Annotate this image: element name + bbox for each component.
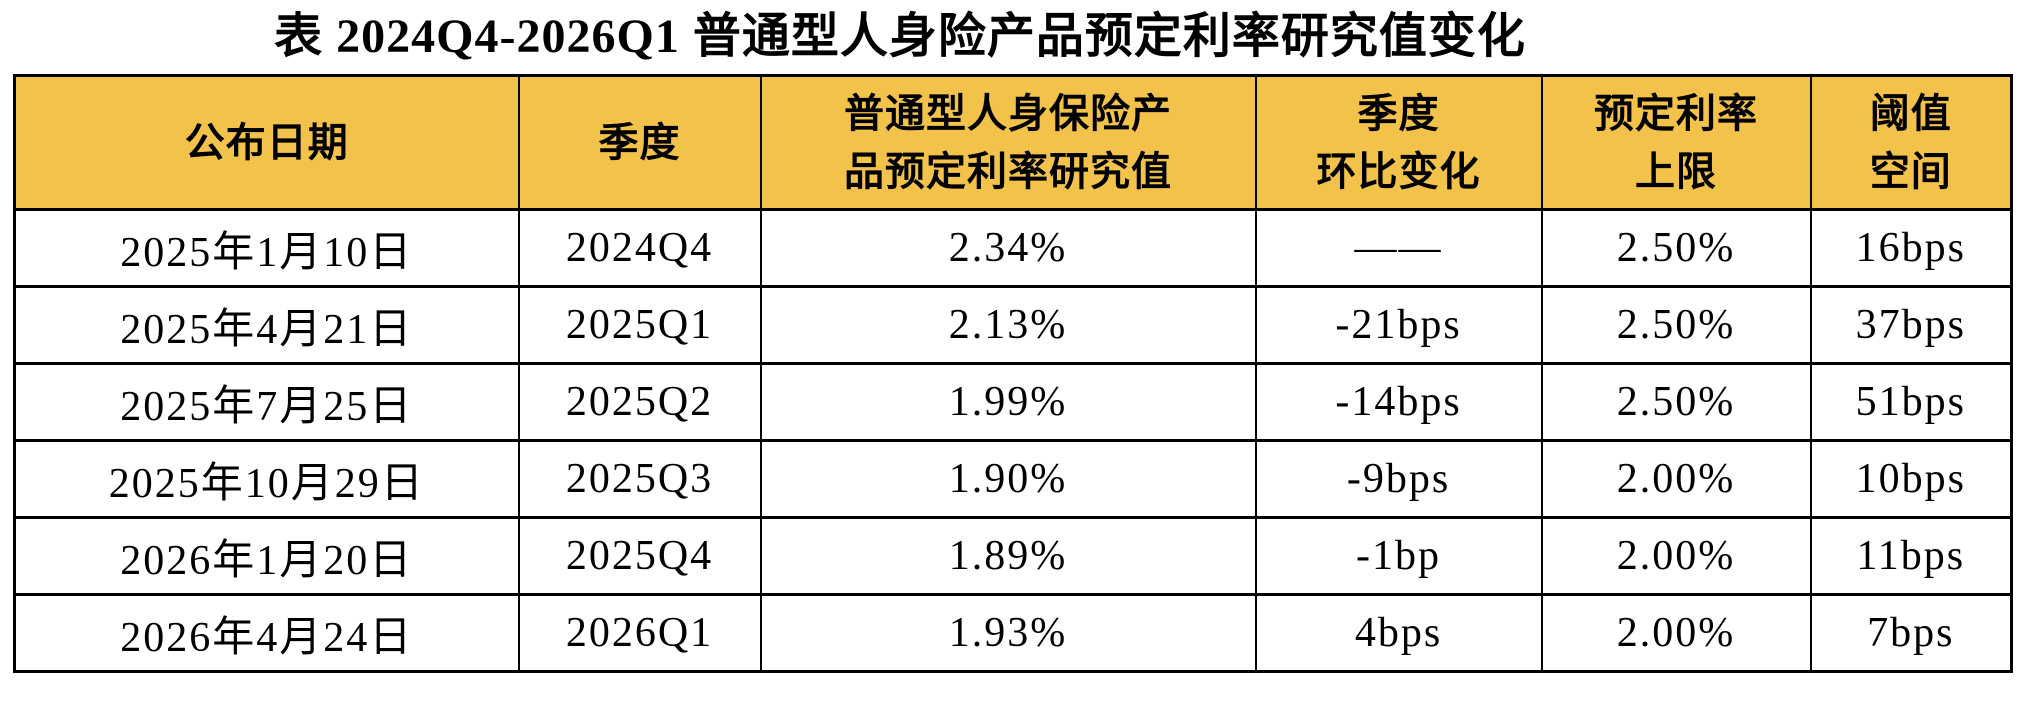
table-row: 2025年4月21日 2025Q1 2.13% -21bps 2.50% 37b… xyxy=(13,285,2013,365)
table-row: 2026年4月24日 2026Q1 1.93% 4bps 2.00% 7bps xyxy=(13,593,2013,673)
cell-research-value: 1.89% xyxy=(759,516,1257,596)
table-row: 2025年7月25日 2025Q2 1.99% -14bps 2.50% 51b… xyxy=(13,362,2013,442)
cell-qoq-change: —— xyxy=(1254,208,1543,288)
col-header-publish-date: 公布日期 xyxy=(13,74,520,211)
cell-publish-date: 2026年4月24日 xyxy=(13,593,520,673)
cell-research-value: 2.34% xyxy=(759,208,1257,288)
cell-threshold-space: 16bps xyxy=(1809,208,2013,288)
cell-rate-cap: 2.50% xyxy=(1540,208,1812,288)
cell-rate-cap: 2.00% xyxy=(1540,439,1812,519)
cell-quarter: 2025Q1 xyxy=(517,285,762,365)
rate-research-table: 公布日期 季度 普通型人身保险产 品预定利率研究值 季度环比变化 预定利率上限 阈… xyxy=(13,74,2013,673)
cell-threshold-space: 7bps xyxy=(1809,593,2013,673)
cell-threshold-space: 51bps xyxy=(1809,362,2013,442)
cell-rate-cap: 2.50% xyxy=(1540,362,1812,442)
cell-quarter: 2025Q3 xyxy=(517,439,762,519)
table-caption: 表 2024Q4-2026Q1 普通型人身险产品预定利率研究值变化 xyxy=(274,10,1526,63)
cell-rate-cap: 2.00% xyxy=(1540,593,1812,673)
cell-publish-date: 2025年10月29日 xyxy=(13,439,520,519)
cell-publish-date: 2025年4月21日 xyxy=(13,285,520,365)
cell-quarter: 2024Q4 xyxy=(517,208,762,288)
cell-research-value: 1.99% xyxy=(759,362,1257,442)
col-header-threshold-space: 阈值 空间 xyxy=(1809,74,2013,211)
cell-publish-date: 2025年7月25日 xyxy=(13,362,520,442)
cell-qoq-change: -21bps xyxy=(1254,285,1543,365)
table-row: 2025年1月10日 2024Q4 2.34% —— 2.50% 16bps xyxy=(13,208,2013,288)
cell-qoq-change: -1bp xyxy=(1254,516,1543,596)
cell-threshold-space: 37bps xyxy=(1809,285,2013,365)
cell-publish-date: 2025年1月10日 xyxy=(13,208,520,288)
table-row: 2026年1月20日 2025Q4 1.89% -1bp 2.00% 11bps xyxy=(13,516,2013,596)
cell-rate-cap: 2.50% xyxy=(1540,285,1812,365)
table-row: 2025年10月29日 2025Q3 1.90% -9bps 2.00% 10b… xyxy=(13,439,2013,519)
col-header-quarter: 季度 xyxy=(517,74,762,211)
header-line: 普通型人身保险产 xyxy=(844,90,1172,136)
col-header-research-value: 普通型人身保险产 品预定利率研究值 xyxy=(759,74,1257,211)
table-header-row: 公布日期 季度 普通型人身保险产 品预定利率研究值 季度环比变化 预定利率上限 阈… xyxy=(13,74,2013,211)
header-line: 上限 xyxy=(1635,148,1717,194)
col-header-rate-cap: 预定利率 上限 xyxy=(1540,74,1812,211)
header-line: 预定利率 xyxy=(1594,90,1758,136)
header-line: 季度 xyxy=(1357,90,1440,136)
cell-quarter: 2025Q2 xyxy=(517,362,762,442)
cell-qoq-change: 4bps xyxy=(1254,593,1543,673)
cell-quarter: 2025Q4 xyxy=(517,516,762,596)
header-line: 阈值 xyxy=(1869,90,1952,136)
header-line: 品预定利率研究值 xyxy=(844,148,1172,194)
cell-research-value: 2.13% xyxy=(759,285,1257,365)
cell-qoq-change: -14bps xyxy=(1254,362,1543,442)
cell-rate-cap: 2.00% xyxy=(1540,516,1812,596)
col-header-qoq-change: 季度 环比变化 xyxy=(1254,74,1543,211)
cell-threshold-space: 11bps xyxy=(1809,516,2013,596)
header-line: 空间 xyxy=(1869,148,1952,194)
cell-threshold-space: 10bps xyxy=(1809,439,2013,519)
cell-research-value: 1.90% xyxy=(759,439,1257,519)
header-line: 环比变化 xyxy=(1316,148,1481,194)
cell-quarter: 2026Q1 xyxy=(517,593,762,673)
cell-research-value: 1.93% xyxy=(759,593,1257,673)
cell-publish-date: 2026年1月20日 xyxy=(13,516,520,596)
cell-qoq-change: -9bps xyxy=(1254,439,1543,519)
header-line: 公布日期 xyxy=(184,119,349,165)
header-line: 季度 xyxy=(598,119,681,165)
